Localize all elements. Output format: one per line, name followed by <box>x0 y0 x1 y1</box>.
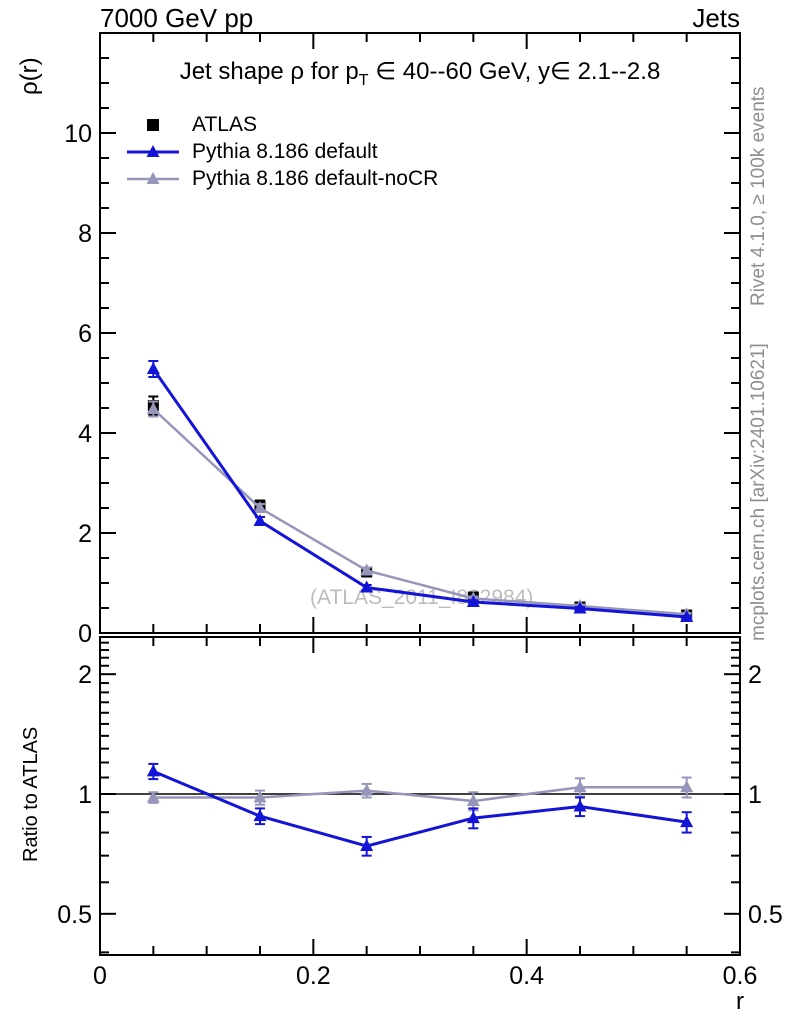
legend-label-atlas: ATLAS <box>192 112 257 136</box>
legend-item-atlas: ATLAS <box>126 111 438 138</box>
legend-label-pythia-nocr: Pythia 8.186 default-noCR <box>192 166 439 190</box>
plot-title-post: ∈ 40--60 GeV, y∈ 2.1--2.8 <box>368 58 661 85</box>
data-point-triangle <box>466 595 480 607</box>
main-y-tick-label: 0 <box>78 620 92 648</box>
series-line <box>152 368 687 619</box>
main-y-tick-label: 4 <box>78 420 92 448</box>
triangle-marker-glyph <box>127 171 179 184</box>
plot-title-subscript: T <box>358 72 369 89</box>
data-point-triangle <box>146 764 160 777</box>
data-point-triangle <box>573 601 587 614</box>
data-point-triangle <box>573 799 587 812</box>
plot-title: Jet shape ρ for pT ∈ 40--60 GeV, y∈ 2.1-… <box>100 57 740 89</box>
beam-energy-label: 7000 GeV pp <box>100 3 254 33</box>
series-line <box>152 408 687 616</box>
pythia-nocr-line-marker-icon <box>126 170 180 188</box>
x-tick-label: 0.2 <box>296 962 331 990</box>
x-tick-label: 0 <box>93 962 107 990</box>
main-y-tick-label: 8 <box>78 220 92 248</box>
data-point-triangle <box>146 402 160 414</box>
main-panel-frame <box>99 32 741 634</box>
data-point-triangle <box>466 811 480 824</box>
data-point-triangle <box>360 563 374 576</box>
ratio-y-tick-label-right: 1 <box>748 781 762 809</box>
data-point-triangle <box>680 610 694 622</box>
ratio-y-tick-label-left: 2 <box>78 661 92 689</box>
data-point-triangle <box>146 790 160 803</box>
triangle-marker-glyph <box>127 144 179 157</box>
pythia-default-line-marker-icon <box>126 143 180 161</box>
data-point-triangle <box>360 783 374 796</box>
square-marker-glyph <box>147 118 159 131</box>
ratio-y-tick-label-left: 0.5 <box>57 901 92 929</box>
legend: ATLAS Pythia 8.186 default Pythia 8.186 … <box>126 111 438 192</box>
x-axis-title: r <box>736 988 744 1015</box>
series-line <box>153 785 687 803</box>
data-point-triangle <box>573 780 587 793</box>
x-tick-label: 0.4 <box>509 962 544 990</box>
plot-title-pre: Jet shape ρ for p <box>179 58 359 85</box>
ratio-y-tick-label-right: 2 <box>748 661 762 689</box>
legend-item-pythia-nocr: Pythia 8.186 default-noCR <box>126 165 438 192</box>
data-point-triangle <box>680 815 694 828</box>
data-point-triangle <box>680 780 694 793</box>
series-line <box>152 769 687 848</box>
atlas-square-marker-icon <box>126 116 180 134</box>
ratio-y-tick-label-right: 0.5 <box>748 901 783 929</box>
data-point-triangle <box>253 501 267 513</box>
legend-item-pythia-default: Pythia 8.186 default <box>126 138 438 165</box>
ratio-y-tick-label-left: 1 <box>78 781 92 809</box>
analysis-group-label: Jets <box>692 3 740 33</box>
main-y-tick-label: 2 <box>78 520 92 548</box>
data-point-triangle <box>360 580 374 593</box>
data-point-triangle <box>360 839 374 852</box>
data-point-triangle <box>253 809 267 822</box>
data-point-triangle <box>253 790 267 803</box>
x-tick-label: 0.6 <box>723 962 758 990</box>
data-point-triangle <box>146 362 160 374</box>
legend-label-pythia-default: Pythia 8.186 default <box>192 139 378 163</box>
data-point-triangle <box>253 514 267 526</box>
main-y-tick-label: 10 <box>64 120 92 148</box>
main-y-tick-label: 6 <box>78 320 92 348</box>
data-point-triangle <box>466 794 480 807</box>
